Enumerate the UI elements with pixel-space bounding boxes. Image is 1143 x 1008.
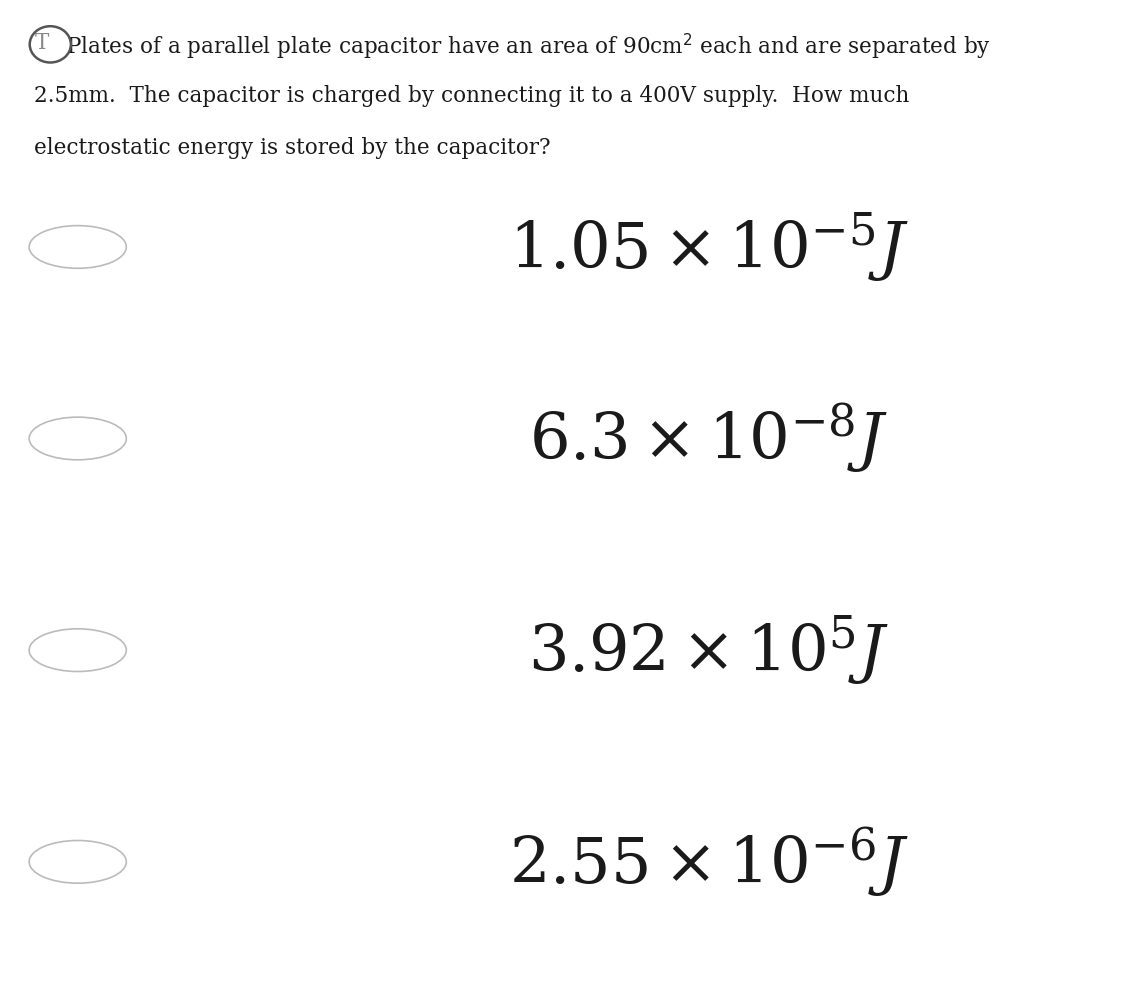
Text: $1.05 \times 10^{-5}J$: $1.05 \times 10^{-5}J$ [509,210,909,284]
Text: $6.3 \times 10^{-8}J$: $6.3 \times 10^{-8}J$ [529,401,888,476]
Text: $2.55 \times 10^{-6}J$: $2.55 \times 10^{-6}J$ [509,825,909,899]
Text: T: T [34,32,49,54]
Text: 2.5mm.  The capacitor is charged by connecting it to a 400V supply.  How much: 2.5mm. The capacitor is charged by conne… [34,85,910,107]
Text: $3.92 \times 10^{5}J$: $3.92 \times 10^{5}J$ [528,613,889,687]
Text: electrostatic energy is stored by the capacitor?: electrostatic energy is stored by the ca… [34,137,551,159]
Text: Plates of a parallel plate capacitor have an area of 90cm$^2$ each and are separ: Plates of a parallel plate capacitor hav… [66,32,991,62]
